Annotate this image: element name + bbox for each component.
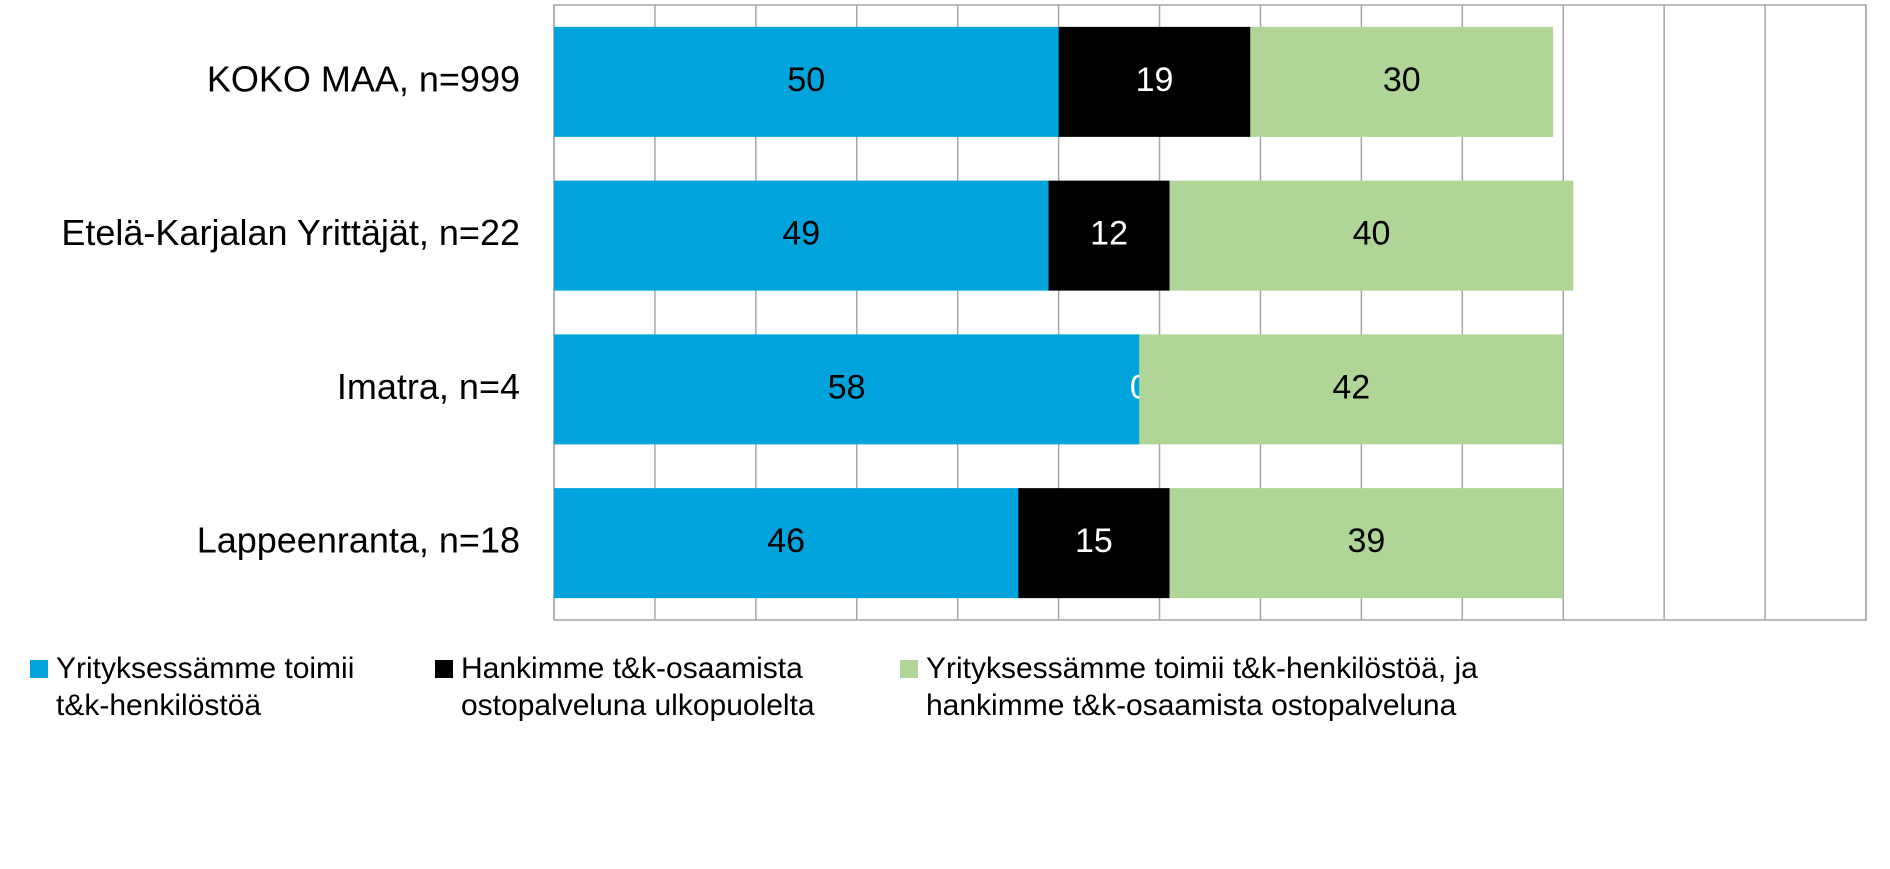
y-tick-label: Imatra, n=4 — [337, 366, 520, 407]
legend-item: Hankimme t&k-osaamista ostopalveluna ulk… — [435, 650, 855, 724]
legend-swatch — [900, 660, 918, 678]
bar-segment — [554, 26, 1059, 137]
y-tick-label: KOKO MAA, n=999 — [207, 58, 520, 99]
legend-label: Yrityksessämme toimii t&k-henkilöstöä — [56, 652, 355, 722]
bar-segment — [1250, 26, 1554, 137]
data-label: 30 — [1383, 61, 1421, 99]
data-label: 42 — [1332, 368, 1370, 406]
legend-label: Yrityksessämme toimii t&k-henkilöstöä, j… — [926, 652, 1478, 722]
legend-swatch — [435, 660, 453, 678]
y-tick-label: Lappeenranta, n=18 — [197, 520, 520, 561]
bar-segment — [1058, 26, 1251, 137]
bar-segment — [1048, 180, 1170, 291]
bar-segment — [1139, 334, 1564, 445]
legend-item: Yrityksessämme toimii t&k-henkilöstöä, j… — [900, 650, 1560, 724]
bar-segment — [554, 488, 1019, 599]
y-tick-label: Etelä-Karjalan Yrittäjät, n=22 — [61, 212, 520, 253]
data-label: 49 — [782, 215, 820, 253]
data-label: 58 — [828, 368, 866, 406]
bar-segment — [554, 180, 1049, 291]
bar-segment — [1018, 488, 1170, 599]
bar-segment — [554, 334, 1140, 445]
legend-swatch — [30, 660, 48, 678]
data-label: 40 — [1353, 215, 1391, 253]
data-label: 46 — [767, 522, 805, 560]
data-label: 12 — [1090, 215, 1128, 253]
bar-segment — [1169, 488, 1564, 599]
data-label: 39 — [1348, 522, 1386, 560]
chart: KOKO MAA, n=999 50 19 30 Etelä-Karjalan Yrit… — [61, 4, 1867, 621]
data-label: 50 — [787, 61, 825, 99]
legend-item: Yrityksessämme toimii t&k-henkilöstöä — [30, 650, 400, 724]
legend-label: Hankimme t&k-osaamista ostopalveluna ulk… — [461, 652, 815, 722]
data-label: 19 — [1136, 61, 1174, 99]
bar-segment — [1169, 180, 1574, 291]
data-label: 15 — [1075, 522, 1113, 560]
